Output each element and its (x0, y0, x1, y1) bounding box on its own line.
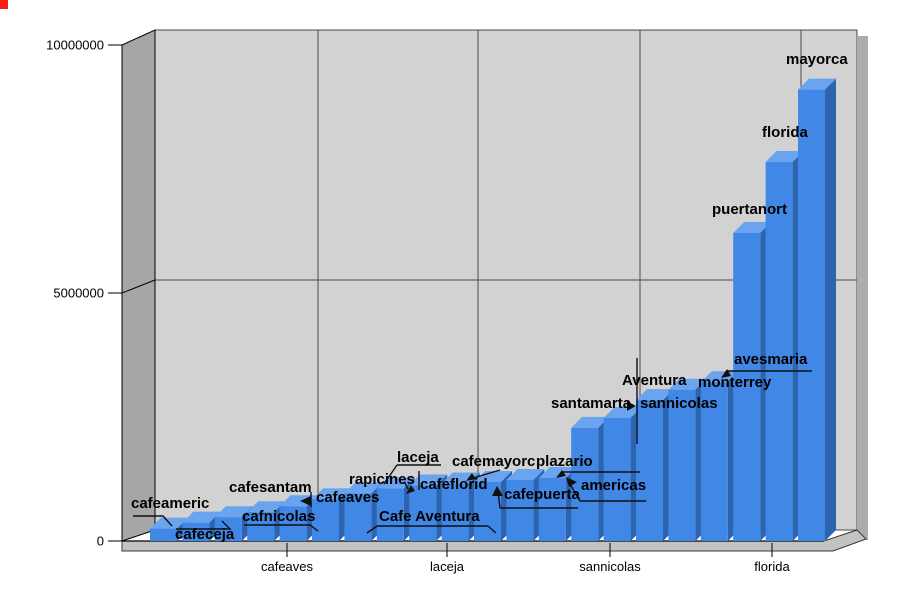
bar-front (700, 382, 728, 541)
bar-top (538, 467, 577, 479)
bar-top (506, 468, 545, 480)
bar-front (182, 522, 210, 541)
bar-label-7: Cafe Aventura (379, 508, 480, 525)
bar-front (344, 493, 372, 541)
bar-top (344, 482, 383, 494)
bar-top (765, 151, 804, 163)
bar-front (603, 417, 631, 541)
right-wall-shadow (857, 36, 868, 540)
leader-line (383, 464, 398, 485)
leader-line (244, 524, 319, 532)
bar-top (636, 389, 674, 401)
bar-front (636, 400, 663, 541)
bar-label-19: puertanort (712, 201, 787, 218)
bar-label-8: laceja (397, 449, 439, 466)
leader-line (487, 525, 497, 534)
bar-front (279, 506, 307, 541)
bar-label-2: cafeceja (175, 526, 235, 543)
bar-label-10: cafemayorc (452, 453, 536, 470)
leader-line (176, 520, 232, 530)
bar-front (765, 162, 793, 541)
bar-top (182, 511, 221, 523)
bar-label-20: florida (762, 124, 808, 141)
leader-arrow (721, 369, 731, 378)
bar-label-11: cafepuerta (504, 486, 580, 503)
bar-top (668, 378, 707, 390)
bar-front (247, 512, 275, 541)
leader-arrow (492, 486, 503, 496)
bar-top (312, 488, 350, 500)
y-axis-label-1: 5000000 (53, 285, 104, 301)
bar-top (214, 506, 253, 518)
corner-artifact (0, 0, 8, 9)
bar-top (571, 416, 610, 428)
bar-label-1: cafeameric (131, 495, 210, 512)
bar-top (247, 501, 286, 513)
x-axis-label-1: laceja (430, 559, 464, 574)
bar-label-16: Aventura (622, 372, 687, 389)
bar-front (668, 389, 696, 541)
leader-line (404, 482, 409, 490)
y-axis-label-2: 10000000 (46, 37, 104, 53)
bar-front (506, 479, 534, 541)
leader-arrow (406, 485, 415, 494)
bar-top (798, 78, 836, 90)
bar-front (409, 485, 437, 541)
leader-line (133, 515, 173, 527)
bar-label-12: plazario (536, 453, 593, 470)
bar-label-14: santamarta (551, 395, 632, 412)
bar-label-4: cafesantam (229, 479, 312, 496)
leader-line (366, 525, 378, 534)
chart-left-wall (121, 29, 156, 542)
bar-label-15: sannicolas (640, 395, 718, 412)
bar-label-9: cafeflorid (420, 476, 488, 493)
x-axis-label-0: cafeaves (260, 559, 314, 574)
bar-label-13: americas (581, 477, 647, 494)
bar-top (474, 470, 512, 482)
leader-arrow (300, 496, 311, 506)
bar-top (603, 406, 642, 418)
leader-arrow (466, 473, 476, 481)
bar-label-3: cafnicolas (242, 508, 316, 525)
bar-label-21: mayorca (786, 51, 848, 68)
bar-front (376, 488, 404, 541)
bar-label-18: avesmaria (734, 351, 808, 368)
bar-front (571, 427, 599, 541)
bar-top (441, 472, 480, 484)
bar-front (733, 232, 761, 541)
bar-front (798, 89, 825, 541)
bar-label-6: rapicines (349, 471, 415, 488)
bar-front (150, 528, 177, 541)
y-axis-label-0: 0 (96, 533, 104, 549)
gridline-leftwall-5m (121, 279, 156, 294)
bar-front (538, 478, 566, 541)
leader-arrow (556, 470, 566, 478)
bar-top (733, 221, 772, 233)
bar-front (312, 499, 339, 541)
bar-label-5: cafeaves (316, 489, 380, 506)
x-axis-label-2: sannicolas (579, 559, 641, 574)
bar-side (825, 78, 836, 541)
x-axis-label-3: florida (754, 559, 790, 574)
leader-arrow (566, 477, 577, 487)
leader-arrow (627, 401, 636, 411)
bar-front (441, 483, 469, 541)
bar-label-17: monterrey (698, 374, 772, 391)
